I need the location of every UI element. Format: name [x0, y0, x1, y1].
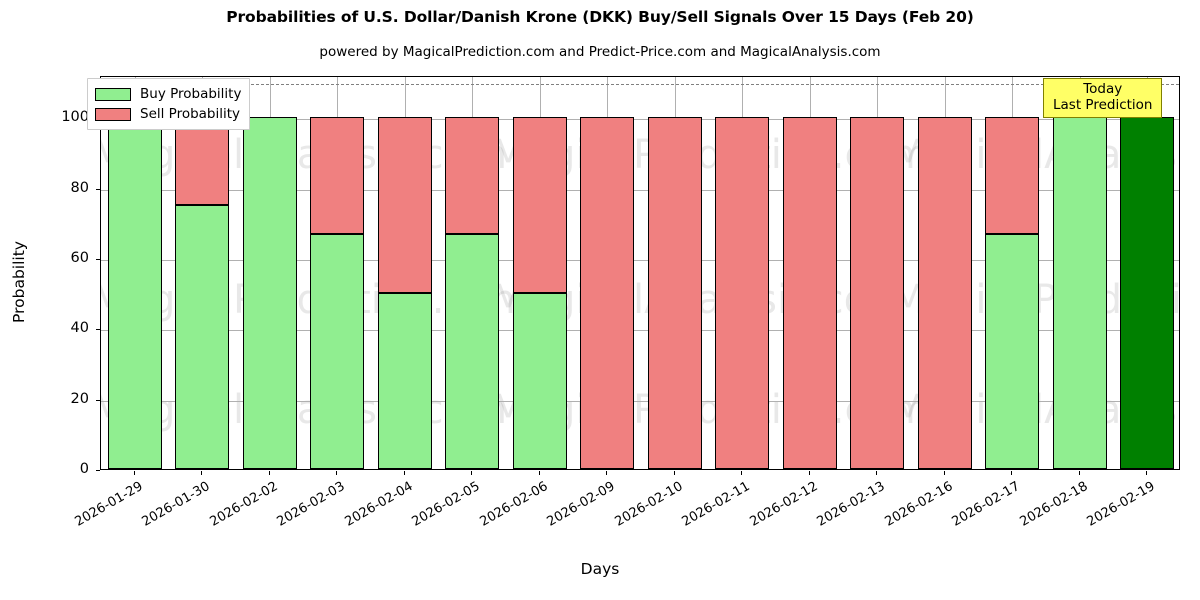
- gridline-horizontal: [101, 330, 1179, 332]
- bar-2026-02-16[interactable]: [917, 117, 972, 469]
- x-tick-mark: [538, 471, 540, 475]
- buy-segment: [1120, 117, 1175, 469]
- y-tick-label: 0: [79, 461, 89, 477]
- legend-item-buy: Buy Probability: [95, 84, 241, 104]
- x-tick-mark: [133, 471, 135, 475]
- x-tick-mark: [673, 471, 675, 475]
- x-tick-mark: [1011, 471, 1013, 475]
- bar-2026-02-04[interactable]: [377, 117, 432, 469]
- chart-title: Probabilities of U.S. Dollar/Danish Kron…: [226, 8, 974, 26]
- y-tick-label: 40: [70, 320, 89, 337]
- chart-legend: Buy Probability Sell Probability: [87, 78, 251, 130]
- plot-clip: MagicalAnalysis.com MagicaPrediction.com M…: [101, 77, 1179, 469]
- buy-segment: [985, 234, 1040, 469]
- x-tick-mark: [268, 471, 270, 475]
- bar-2026-02-13[interactable]: [850, 117, 905, 469]
- bar-2026-02-12[interactable]: [782, 117, 837, 469]
- buy-segment: [1052, 117, 1107, 469]
- y-tick-label: 80: [70, 179, 89, 196]
- bar-2026-02-17[interactable]: [985, 117, 1040, 469]
- bar-2026-02-03[interactable]: [310, 117, 365, 469]
- y-tick-label: 20: [70, 390, 89, 407]
- bar-2026-02-10[interactable]: [647, 117, 702, 469]
- y-axis-label: Probability: [10, 241, 28, 323]
- buy-segment: [175, 205, 230, 469]
- bar-2026-01-29[interactable]: [107, 117, 162, 469]
- sell-segment: [647, 117, 702, 469]
- y-tick-mark: [96, 258, 100, 260]
- bar-2026-02-06[interactable]: [512, 117, 567, 469]
- x-tick-mark: [943, 471, 945, 475]
- reference-dashed-line: [101, 84, 1179, 86]
- bar-2026-02-05[interactable]: [445, 117, 500, 469]
- y-tick-label: 100: [61, 109, 89, 126]
- sell-segment: [985, 117, 1040, 235]
- buy-segment: [107, 117, 162, 469]
- sell-segment: [580, 117, 635, 469]
- sell-segment: [917, 117, 972, 469]
- today-label: Today: [1083, 81, 1123, 97]
- legend-label: Buy Probability: [140, 86, 242, 102]
- x-tick-mark: [808, 471, 810, 475]
- y-tick-mark: [96, 188, 100, 190]
- sell-segment: [377, 117, 432, 294]
- buy-segment: [512, 293, 567, 469]
- buy-segment: [445, 234, 500, 469]
- x-tick-mark: [201, 471, 203, 475]
- chart-subtitle: powered by MagicalPrediction.com and Pre…: [319, 44, 881, 60]
- gridline-horizontal: [101, 259, 1179, 261]
- x-tick-mark: [1146, 471, 1148, 475]
- legend-label: Sell Probability: [140, 106, 241, 122]
- bar-2026-02-09[interactable]: [580, 117, 635, 469]
- legend-swatch: [95, 107, 131, 121]
- bar-2026-02-02[interactable]: [242, 117, 297, 469]
- x-tick-mark: [741, 471, 743, 475]
- buy-segment: [377, 293, 432, 469]
- plot-area: MagicalAnalysis.com MagicaPrediction.com M…: [100, 76, 1180, 470]
- x-tick-mark: [876, 471, 878, 475]
- x-tick-mark: [336, 471, 338, 475]
- sell-segment: [715, 117, 770, 469]
- sell-segment: [310, 117, 365, 235]
- buy-segment: [310, 234, 365, 469]
- legend-swatch: [95, 87, 131, 101]
- y-tick-mark: [96, 329, 100, 331]
- x-tick-mark: [1078, 471, 1080, 475]
- sell-segment: [512, 117, 567, 294]
- gridline-horizontal: [101, 189, 1179, 191]
- x-tick-mark: [606, 471, 608, 475]
- bar-2026-02-11[interactable]: [715, 117, 770, 469]
- bar-2026-02-18[interactable]: [1052, 117, 1107, 469]
- sell-segment: [850, 117, 905, 469]
- y-tick-mark: [96, 399, 100, 401]
- y-tick-mark: [96, 470, 100, 471]
- bar-series-container: [101, 77, 1179, 469]
- bar-2026-02-19[interactable]: [1120, 117, 1175, 469]
- gridline-horizontal: [101, 119, 1179, 121]
- x-tick-mark: [403, 471, 405, 475]
- y-tick-label: 60: [70, 249, 89, 266]
- bar-2026-01-30[interactable]: [175, 117, 230, 469]
- sell-segment: [175, 117, 230, 206]
- last-prediction-label: Last Prediction: [1053, 96, 1153, 113]
- gridline-horizontal: [101, 400, 1179, 402]
- sell-segment: [445, 117, 500, 235]
- today-annotation: Today Last Prediction: [1043, 78, 1163, 119]
- x-tick-mark: [471, 471, 473, 475]
- legend-item-sell: Sell Probability: [95, 104, 241, 124]
- buy-segment: [242, 117, 297, 469]
- sell-segment: [782, 117, 837, 469]
- x-axis-label: Days: [580, 560, 620, 578]
